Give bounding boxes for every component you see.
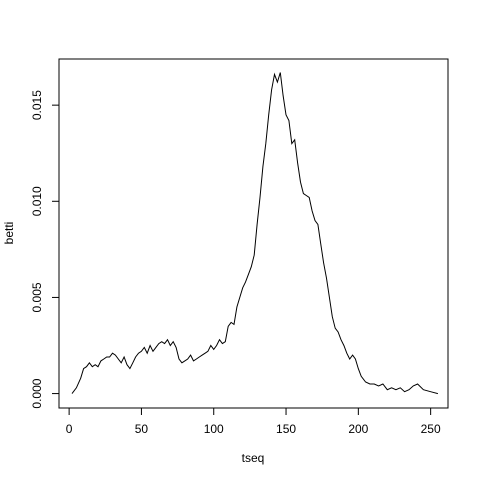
x-axis: 0 50 100 150 200 250: [66, 407, 441, 436]
x-tick-label: 0: [66, 422, 73, 436]
y-tick-label: 0.010: [30, 186, 44, 216]
y-tick-label: 0.005: [30, 282, 44, 312]
x-axis-label: tseq: [242, 451, 265, 465]
x-tick-label: 200: [348, 422, 368, 436]
series-line: [71, 72, 439, 395]
x-tick-label: 250: [421, 422, 441, 436]
y-tick-label: 0.015: [30, 90, 44, 120]
plot-frame: [58, 58, 449, 409]
x-tick-label: 150: [276, 422, 296, 436]
x-tick-label: 100: [204, 422, 224, 436]
y-axis: 0.000 0.005 0.010 0.015: [30, 90, 60, 409]
y-tick-label: 0.000: [30, 378, 44, 408]
y-axis-label: betti: [2, 222, 16, 245]
x-tick-label: 50: [135, 422, 149, 436]
